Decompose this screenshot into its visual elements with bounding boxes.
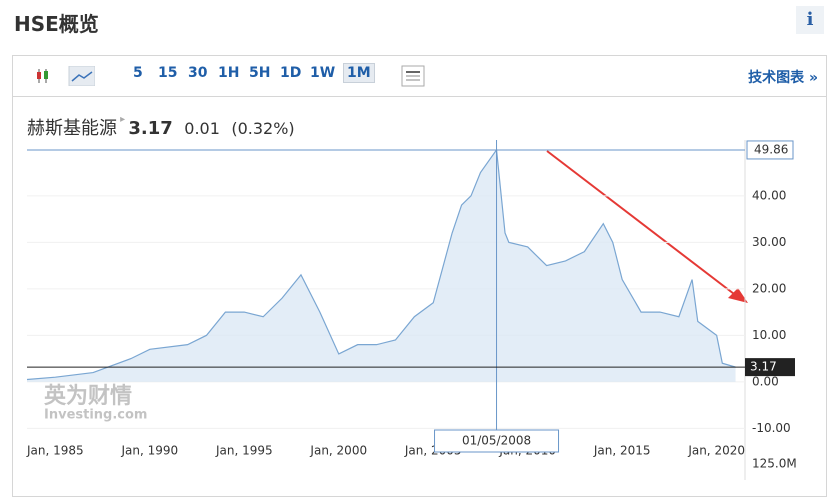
change-percent: (0.32%) — [231, 119, 295, 138]
y-tick-label: 10.00 — [752, 328, 786, 342]
chart: 英为财情 Investing.com -10.00 0.00 10.00 20.00 3… — [26, 140, 797, 480]
info-button[interactable]: i — [796, 6, 824, 34]
x-tick-label: Jan, 1985 — [26, 444, 84, 458]
stock-name: 赫斯基能源 — [27, 118, 117, 139]
y-tick-label: 0.00 — [752, 374, 779, 388]
x-tick-label: Jan, 1995 — [215, 444, 273, 458]
y-tick-label: -10.00 — [752, 421, 791, 435]
watermark-site: Investing.com — [44, 408, 147, 423]
widget: 5 15 30 1H 5H 1D 1W 1M 技术图表 » 赫斯基能源 ▸ 3.17 0.01… — [12, 55, 827, 497]
interval-button[interactable]: 1D — [280, 65, 302, 81]
volume-label: 125.0M — [752, 457, 797, 471]
toolbar: 5 15 30 1H 5H 1D 1W 1M 技术图表 » — [13, 56, 826, 97]
interval-button[interactable]: 1W — [310, 65, 336, 81]
interval-button[interactable]: 5H — [249, 65, 271, 81]
price-line — [27, 148, 736, 381]
change: 0.01 — [184, 119, 220, 138]
interval-button[interactable]: 1H — [218, 65, 240, 81]
x-tick-label: Jan, 1990 — [120, 444, 178, 458]
interval-button[interactable]: 5 — [133, 65, 143, 81]
y-tick-label: 20.00 — [752, 281, 786, 295]
y-tick-label: 40.00 — [752, 188, 786, 202]
watermark-brand: 英为财情 — [44, 383, 132, 409]
area-fill — [27, 149, 736, 382]
x-tick-label: Jan, 2020 — [687, 444, 745, 458]
x-tick-label: Jan, 2000 — [309, 444, 367, 458]
crosshair-label: 01/05/2008 — [462, 434, 531, 448]
y-tick-label: 30.00 — [752, 235, 786, 249]
settings-icon[interactable] — [401, 65, 425, 87]
page: {"header":{"title":"HSE概览","info":"i"}, … — [12, 6, 827, 497]
annotation-arrow — [546, 150, 739, 298]
last-label: 3.17 — [750, 360, 777, 374]
chart-type-icons[interactable] — [35, 66, 95, 86]
crosshair-box — [434, 429, 560, 453]
x-tick-label: Jan, 2015 — [593, 444, 651, 458]
last-box — [745, 358, 795, 377]
arrow-head — [728, 288, 748, 303]
quote: 赫斯基能源 ▸ 3.17 0.01 (0.32%) — [27, 114, 295, 139]
plot — [27, 148, 736, 382]
watermark: 英为财情 Investing.com — [44, 383, 147, 423]
interval-button[interactable]: 30 — [188, 65, 208, 81]
high-label: 49.86 — [754, 142, 788, 156]
price: 3.17 — [128, 118, 173, 139]
interval-button[interactable]: 1M — [343, 63, 375, 83]
title: HSE概览 — [14, 12, 99, 36]
high-box — [746, 140, 794, 160]
interval-button[interactable]: 15 — [158, 65, 178, 81]
tech-chart-link[interactable]: 技术图表 » — [748, 70, 818, 86]
